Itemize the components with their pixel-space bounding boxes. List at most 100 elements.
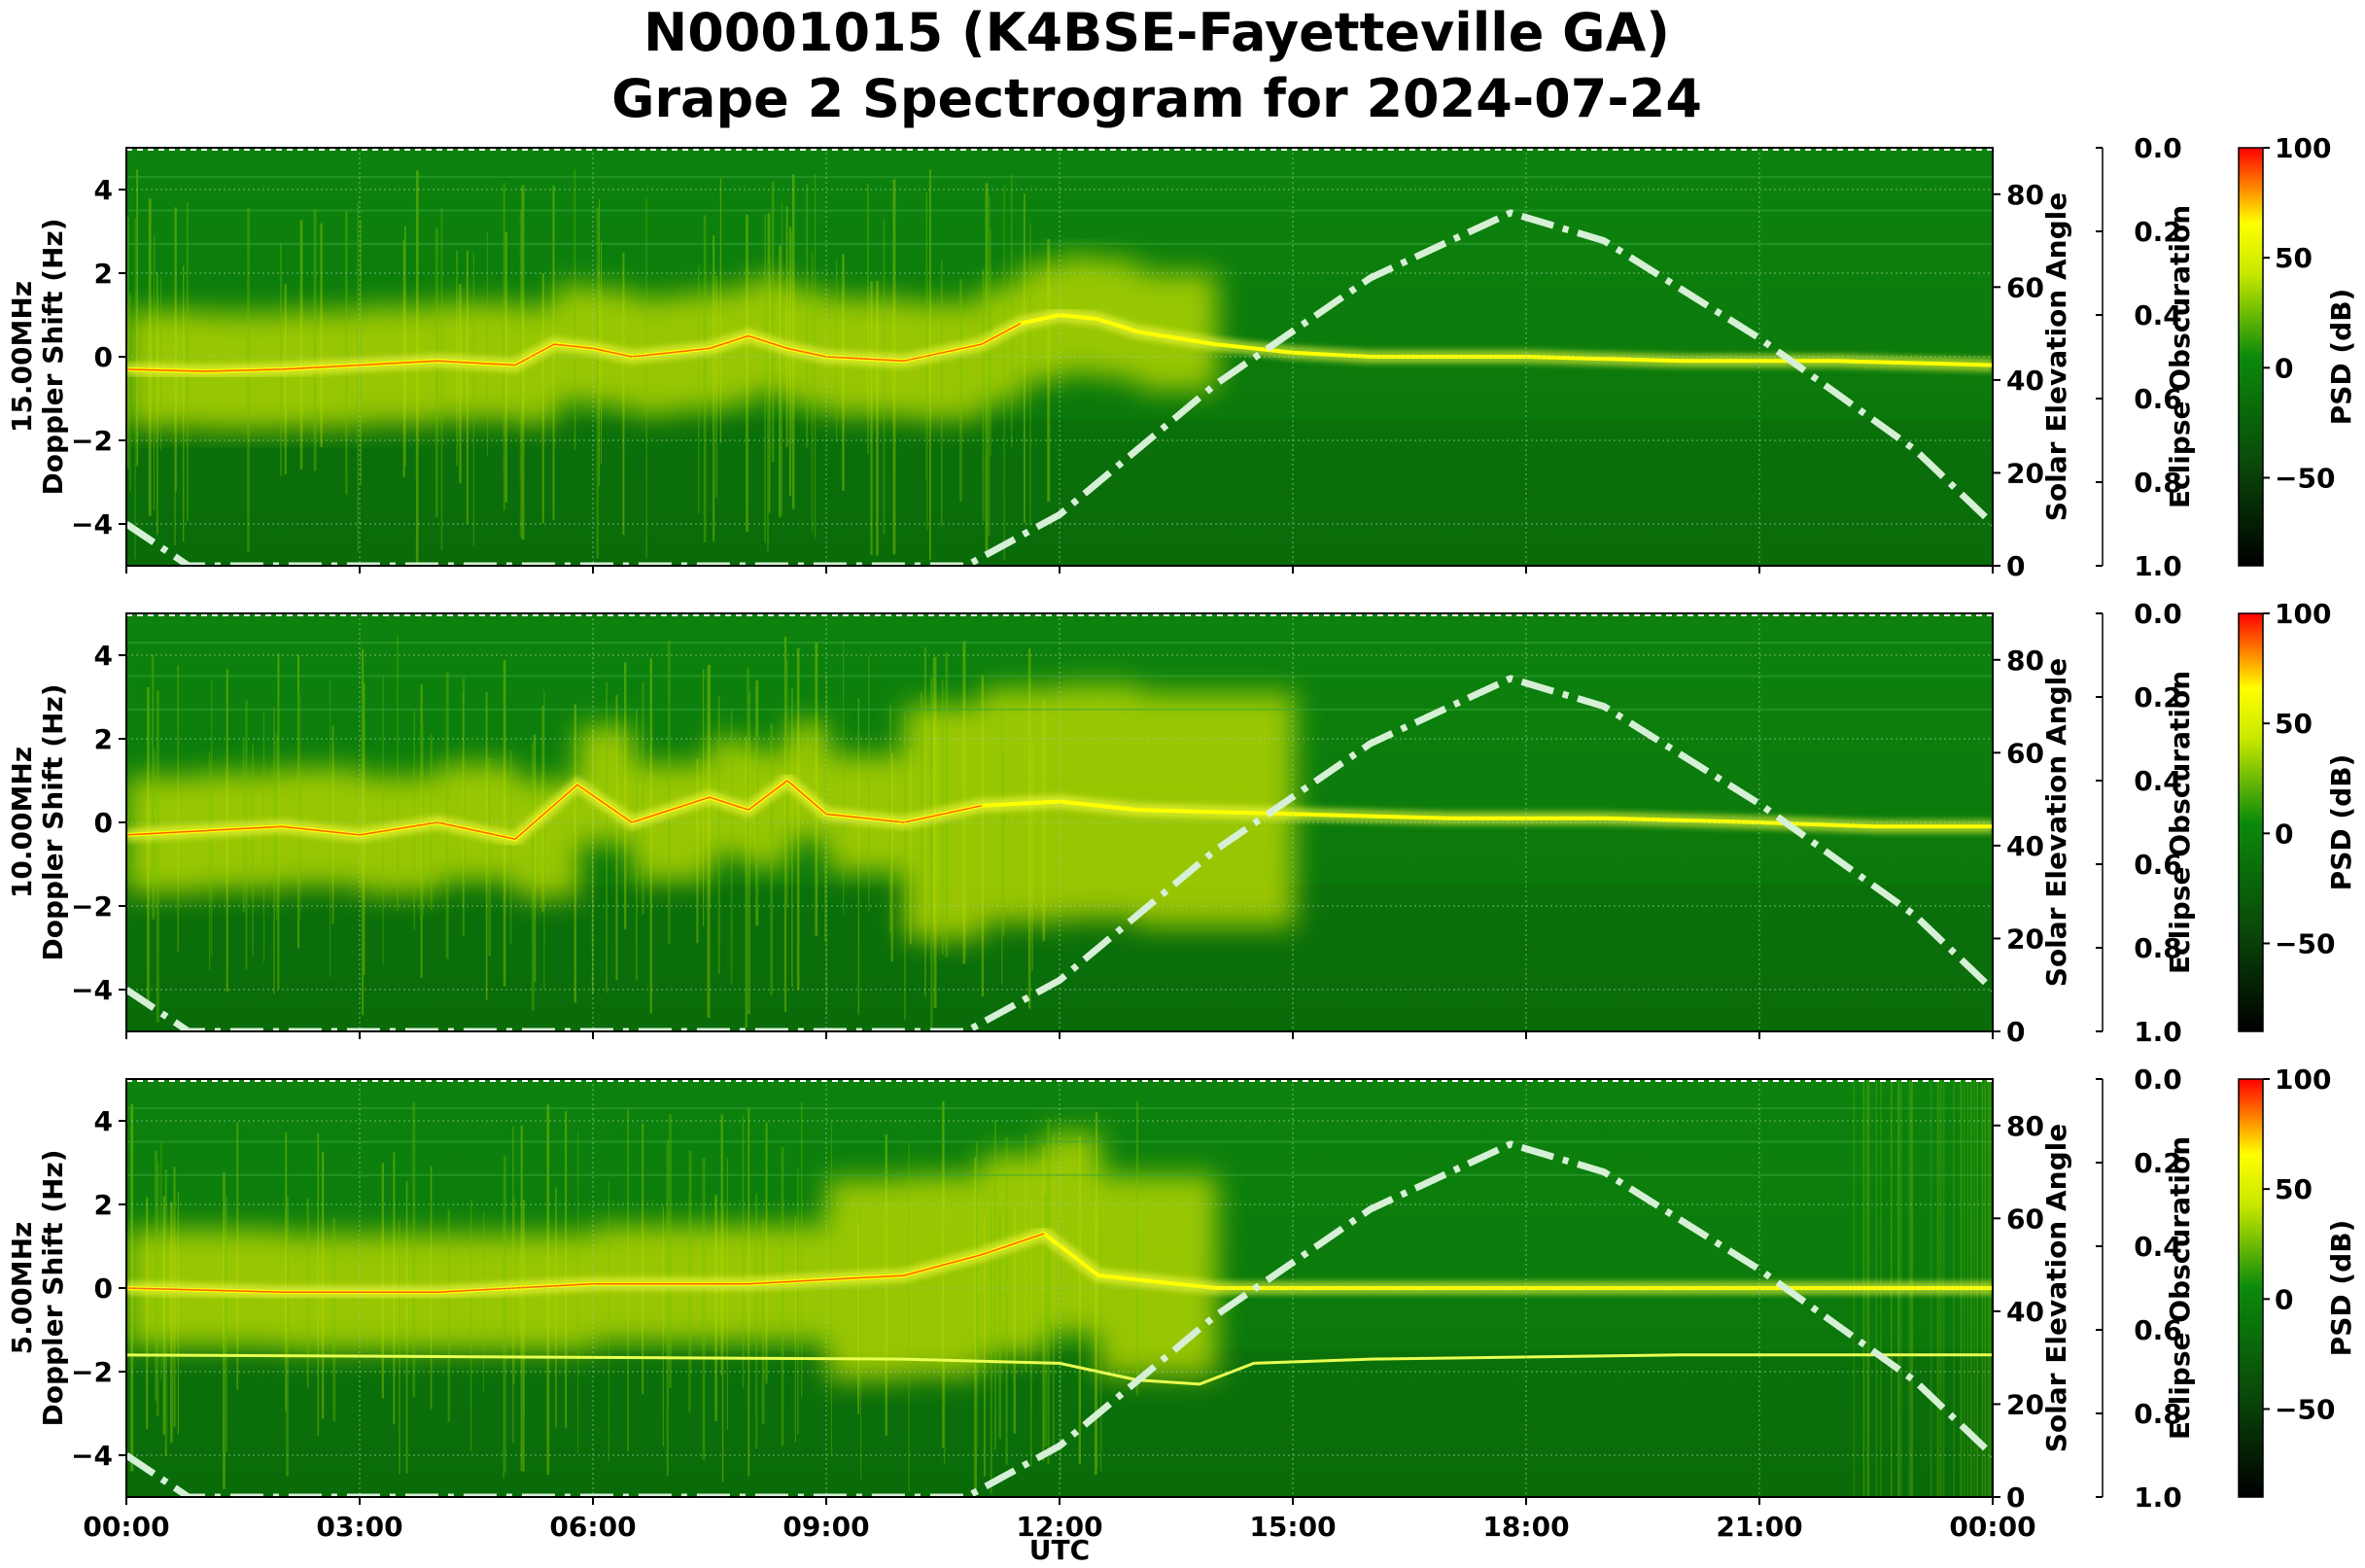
- spectrogram-body: [126, 613, 1993, 1031]
- y3-axis-label: Eclipse Obscuration: [2164, 671, 2196, 974]
- solar-elevation-curve: [126, 675, 1993, 1031]
- secondary-trace: [126, 1353, 1993, 1386]
- doppler-trace-peak: [126, 780, 983, 841]
- y2-tick-label: 60: [2006, 737, 2044, 769]
- cbar-label: PSD (dB): [2325, 1220, 2357, 1357]
- cbar-tick-label: 50: [2275, 242, 2313, 274]
- cbar-tick-label: 100: [2275, 598, 2331, 630]
- colorbar: [2238, 1078, 2264, 1498]
- x-tick-label: 18:00: [1482, 1511, 1569, 1543]
- y-axis-label-doppler: Doppler Shift (Hz): [37, 683, 69, 960]
- colorbar: [2238, 612, 2264, 1032]
- spectrogram-body: [126, 148, 1993, 566]
- x-tick-label: 03:00: [316, 1511, 402, 1543]
- y3-tick-label: 0.0: [2134, 132, 2182, 164]
- y3-tick-label: 0.8: [2134, 932, 2182, 964]
- y-tick-label: −4: [71, 508, 113, 540]
- vertical-streaks: [126, 169, 1051, 566]
- y-tick-label: 2: [94, 258, 113, 290]
- y2-tick-label: 0: [2006, 1016, 2025, 1048]
- y2-axis-label: Solar Elevation Angle: [2040, 192, 2072, 521]
- y-axis-label-frequency: 10.00MHz: [6, 747, 38, 898]
- y3-tick-label: 0.0: [2134, 1063, 2182, 1096]
- y-tick-label: −2: [71, 890, 113, 923]
- x-tick-label: 12:00: [1016, 1511, 1102, 1543]
- y-tick-label: 2: [94, 723, 113, 755]
- y3-tick-label: 0.2: [2134, 1147, 2182, 1179]
- y3-tick-label: 0.6: [2134, 1314, 2182, 1346]
- solar-elevation-curve: [126, 1140, 1993, 1497]
- y-tick-label: 4: [94, 1105, 113, 1137]
- cbar-tick-label: 50: [2275, 708, 2313, 740]
- y3-tick-label: 0.2: [2134, 681, 2182, 714]
- y3-tick-label: 0.4: [2134, 765, 2182, 797]
- y-tick-label: −2: [71, 425, 113, 457]
- y3-tick-label: 0.6: [2134, 849, 2182, 881]
- colorbar: [2238, 147, 2264, 567]
- y-tick-label: 4: [94, 640, 113, 672]
- y3-tick-label: 1.0: [2134, 550, 2182, 582]
- y3-tick-label: 1.0: [2134, 1016, 2182, 1048]
- x-axis-label: UTC: [1029, 1534, 1090, 1566]
- y2-tick-label: 0: [2006, 550, 2025, 582]
- x-tick-label: 09:00: [783, 1511, 869, 1543]
- y-tick-label: −2: [71, 1356, 113, 1388]
- y3-tick-label: 0.4: [2134, 299, 2182, 331]
- y3-tick-label: 0.0: [2134, 598, 2182, 630]
- cbar-tick-label: −50: [2275, 927, 2335, 959]
- x-tick-label: 15:00: [1249, 1511, 1336, 1543]
- y2-axis-label: Solar Elevation Angle: [2040, 1124, 2072, 1452]
- y3-axis-label: Eclipse Obscuration: [2164, 205, 2196, 508]
- x-tick-label: 00:00: [83, 1511, 169, 1543]
- y-tick-label: 0: [94, 341, 113, 373]
- y2-axis-label: Solar Elevation Angle: [2040, 658, 2072, 987]
- cbar-tick-label: 0: [2275, 352, 2293, 384]
- cbar-tick-label: 100: [2275, 1063, 2331, 1096]
- grid: [126, 148, 1993, 566]
- cbar-label: PSD (dB): [2325, 289, 2357, 426]
- cbar-tick-label: 0: [2275, 818, 2293, 850]
- y-axis-label-doppler: Doppler Shift (Hz): [37, 1149, 69, 1426]
- y-tick-label: −4: [71, 1440, 113, 1472]
- grid: [126, 1079, 1993, 1497]
- y3-tick-label: 0.4: [2134, 1231, 2182, 1263]
- spectrogram-body: [126, 1079, 1993, 1497]
- y2-tick-label: 80: [2006, 645, 2044, 677]
- cbar-tick-label: 50: [2275, 1173, 2313, 1205]
- cbar-tick-label: 100: [2275, 132, 2331, 164]
- y-tick-label: 0: [94, 1272, 113, 1305]
- x-tick-label: 06:00: [549, 1511, 636, 1543]
- noise-band-lower: [126, 1350, 1993, 1497]
- y2-tick-label: 0: [2006, 1481, 2025, 1514]
- cbar-tick-label: −50: [2275, 1393, 2335, 1425]
- y-tick-label: 0: [94, 807, 113, 839]
- y3-tick-label: 0.6: [2134, 383, 2182, 415]
- y3-tick-label: 0.8: [2134, 467, 2182, 499]
- y2-tick-label: 20: [2006, 923, 2044, 955]
- chart-title-line2: Grape 2 Spectrogram for 2024-07-24: [611, 68, 1702, 129]
- y2-tick-label: 20: [2006, 457, 2044, 489]
- cbar-tick-label: −50: [2275, 462, 2335, 494]
- y2-tick-label: 40: [2006, 1296, 2044, 1328]
- x-tick-label: 00:00: [1949, 1511, 2035, 1543]
- solar-elevation-curve: [126, 209, 1993, 566]
- y2-tick-label: 60: [2006, 1202, 2044, 1235]
- y-axis-label-frequency: 5.00MHz: [6, 1222, 38, 1355]
- cbar-label: PSD (dB): [2325, 754, 2357, 891]
- x-tick-label: 21:00: [1716, 1511, 1802, 1543]
- y3-tick-label: 0.8: [2134, 1398, 2182, 1430]
- cbar-tick-label: 0: [2275, 1283, 2293, 1315]
- chart-title-line1: N0001015 (K4BSE-Fayetteville GA): [643, 2, 1670, 63]
- y2-tick-label: 60: [2006, 271, 2044, 303]
- y2-tick-label: 20: [2006, 1388, 2044, 1420]
- y3-tick-label: 0.2: [2134, 216, 2182, 248]
- y2-tick-label: 80: [2006, 1110, 2044, 1142]
- y2-tick-label: 40: [2006, 830, 2044, 862]
- y-axis-label-doppler: Doppler Shift (Hz): [37, 218, 69, 495]
- y2-tick-label: 80: [2006, 179, 2044, 211]
